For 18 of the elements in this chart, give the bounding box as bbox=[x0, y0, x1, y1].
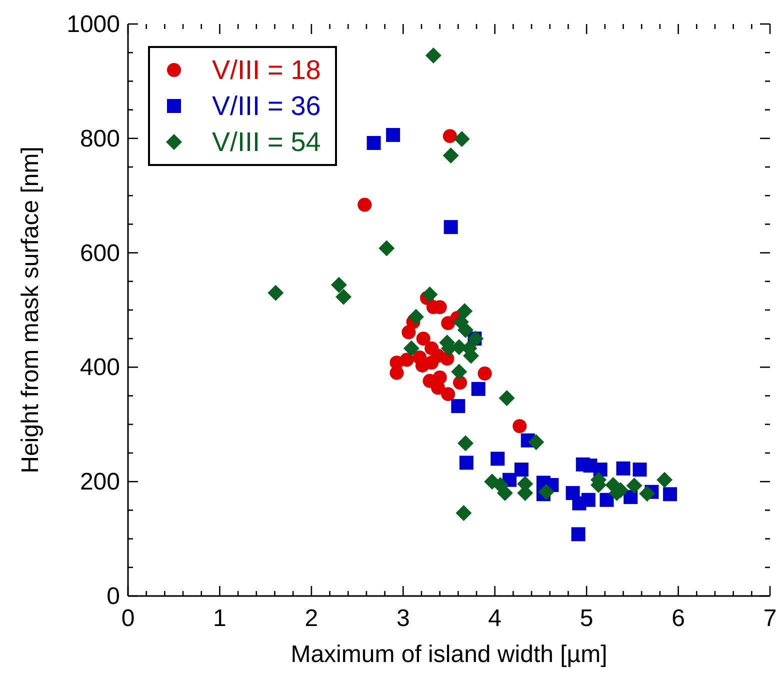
y-tick-label: 0 bbox=[106, 583, 120, 610]
x-tick-label: 4 bbox=[488, 605, 502, 632]
x-tick-label: 3 bbox=[396, 605, 410, 632]
legend-label: V/III = 54 bbox=[212, 126, 321, 158]
x-tick-label: 1 bbox=[213, 605, 226, 632]
y-tick-label: 800 bbox=[80, 125, 120, 152]
x-tick-label: 2 bbox=[304, 605, 318, 632]
x-tick-label: 6 bbox=[672, 605, 685, 632]
legend-label: V/III = 36 bbox=[212, 90, 321, 122]
y-tick-label: 400 bbox=[80, 354, 120, 382]
legend-label: V/III = 18 bbox=[212, 54, 321, 86]
x-tick-label: 5 bbox=[580, 605, 594, 632]
y-tick-label: 200 bbox=[80, 468, 120, 496]
x-tick-label: 7 bbox=[763, 605, 777, 632]
x-axis-title: Maximum of island width [µm] bbox=[290, 641, 608, 668]
y-tick-label: 600 bbox=[80, 240, 120, 267]
y-tick-label: 1000 bbox=[66, 11, 120, 38]
y-axis-title: Height from mask surface [nm] bbox=[17, 146, 44, 474]
